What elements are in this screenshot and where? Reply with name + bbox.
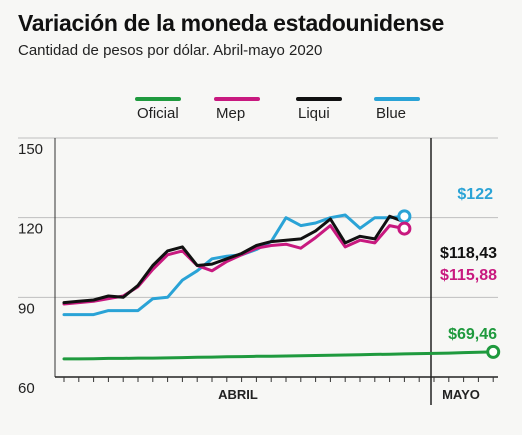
grid-lines (18, 137, 498, 298)
legend: Oficial Mep Liqui Blue (135, 97, 420, 122)
end-marker-mep (397, 221, 412, 236)
end-marker-blue (397, 209, 412, 224)
y-tick-label-120: 120 (18, 221, 43, 238)
legend-label-oficial: Oficial (137, 105, 179, 122)
series-line-blue (62, 213, 406, 317)
series-line-liqui (62, 214, 406, 305)
end-label-mep: $115,88 (440, 267, 497, 284)
legend-label-liqui: Liqui (298, 105, 330, 122)
x-tick-label-mayo: MAYO (442, 387, 480, 402)
legend-label-mep: Mep (216, 105, 245, 122)
end-marker-oficial (486, 344, 501, 359)
axes: 60 90 120 150 ABRIL MAYO (18, 138, 498, 405)
chart-subtitle: Cantidad de pesos por dólar. Abril-mayo … (18, 42, 323, 59)
series-line-mep (62, 224, 406, 306)
x-tick-label-abril: ABRIL (218, 387, 258, 402)
series-lines (62, 209, 501, 361)
y-tick-label-90: 90 (18, 300, 35, 317)
legend-label-blue: Blue (376, 105, 406, 122)
end-labels: $122 $118,43 $115,88 $69,46 (440, 186, 497, 343)
y-tick-label-60: 60 (18, 380, 35, 397)
y-tick-label-150: 150 (18, 141, 43, 158)
chart-title: Variación de la moneda estadounidense (18, 10, 445, 36)
end-label-oficial: $69,46 (448, 326, 497, 343)
end-label-liqui: $118,43 (440, 245, 497, 262)
series-line-oficial (62, 350, 495, 361)
end-label-blue: $122 (457, 186, 493, 203)
